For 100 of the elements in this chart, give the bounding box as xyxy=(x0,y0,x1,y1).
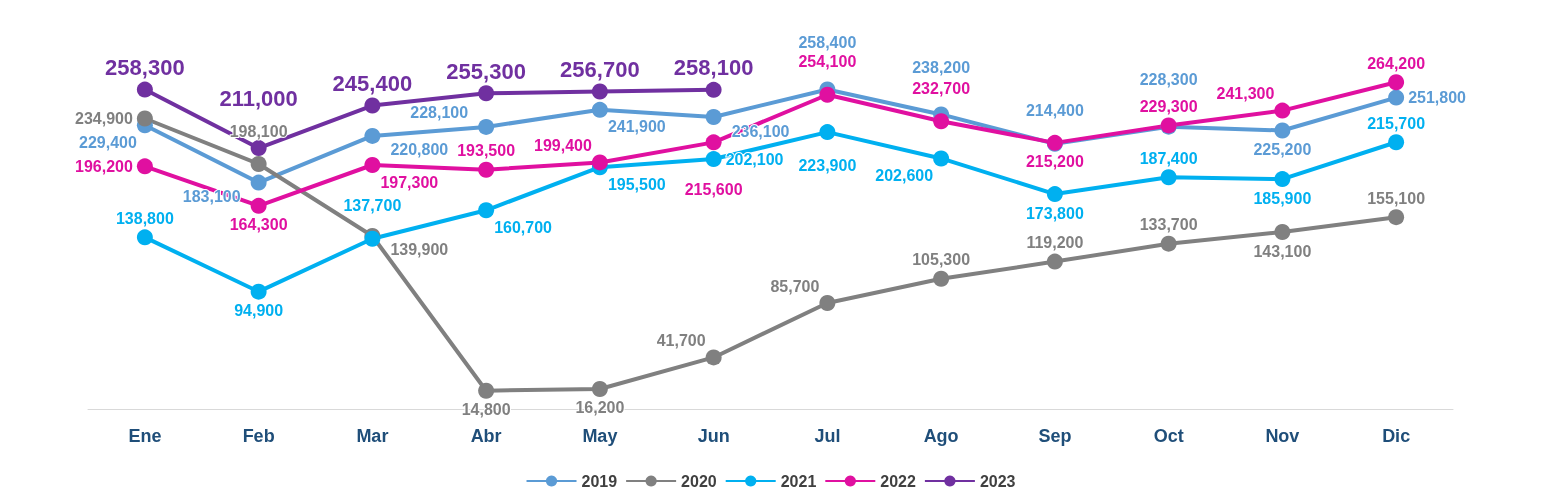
point xyxy=(819,86,836,103)
data-label: 215,600 xyxy=(684,180,743,198)
data-label: 215,700 xyxy=(1367,114,1426,132)
point xyxy=(1160,169,1177,186)
point xyxy=(250,156,267,173)
data-label: 196,200 xyxy=(75,157,133,175)
data-label: 138,800 xyxy=(115,209,174,227)
x-tick-label: Jun xyxy=(697,426,730,446)
data-label: 137,700 xyxy=(343,197,402,215)
data-label: 255,300 xyxy=(446,58,526,84)
data-label: 119,200 xyxy=(1026,234,1084,252)
point xyxy=(591,83,608,100)
point xyxy=(933,113,950,130)
data-label: 211,000 xyxy=(219,85,298,111)
point xyxy=(1388,74,1405,91)
data-label: 155,100 xyxy=(1367,189,1426,207)
legend-label: 2019 xyxy=(581,472,618,490)
point xyxy=(364,97,381,114)
data-label: 264,200 xyxy=(1367,54,1426,72)
point xyxy=(478,85,495,102)
point xyxy=(819,124,836,141)
point xyxy=(705,151,722,168)
data-label: 229,300 xyxy=(1139,97,1198,115)
point xyxy=(250,283,267,300)
point xyxy=(364,127,381,144)
data-label: 215,200 xyxy=(1025,153,1084,171)
data-label: 245,400 xyxy=(332,71,413,97)
point xyxy=(705,349,722,366)
legend-label: 2023 xyxy=(979,472,1016,490)
data-label: 16,200 xyxy=(575,399,625,417)
point xyxy=(705,81,722,98)
x-tick-label: Nov xyxy=(1265,426,1300,446)
data-label: 229,400 xyxy=(79,133,137,151)
data-label: 214,400 xyxy=(1025,102,1084,120)
point xyxy=(478,118,495,135)
point xyxy=(591,101,608,118)
x-tick-label: Dic xyxy=(1382,426,1411,446)
point xyxy=(136,81,153,98)
point xyxy=(1046,186,1063,203)
data-label: 254,100 xyxy=(798,53,857,71)
x-tick-label: Sep xyxy=(1038,426,1072,446)
point xyxy=(1160,235,1177,252)
data-label: 258,400 xyxy=(798,33,857,51)
point xyxy=(1388,89,1405,106)
point xyxy=(705,109,722,126)
point xyxy=(136,229,153,246)
data-label: 238,200 xyxy=(912,58,971,76)
x-tick-label: Oct xyxy=(1153,426,1184,446)
x-tick-label: Ene xyxy=(128,426,162,446)
data-label: 198,100 xyxy=(229,122,288,140)
data-label: 41,700 xyxy=(656,331,706,349)
data-label: 85,700 xyxy=(770,277,820,295)
point xyxy=(591,154,608,171)
point xyxy=(1274,122,1291,139)
data-label: 193,500 xyxy=(457,142,516,160)
data-label: 14,800 xyxy=(461,401,511,419)
point xyxy=(1274,102,1291,119)
x-tick-label: Abr xyxy=(470,426,502,446)
legend-label: 2022 xyxy=(880,472,916,490)
data-label: 258,300 xyxy=(105,55,185,81)
data-label: 199,400 xyxy=(534,136,592,154)
legend-label: 2020 xyxy=(681,472,717,490)
x-tick-label: Jul xyxy=(814,426,841,446)
data-label: 256,700 xyxy=(560,57,640,83)
data-label: 223,900 xyxy=(798,156,857,174)
data-label: 173,800 xyxy=(1025,204,1084,222)
point xyxy=(478,382,495,399)
data-label: 228,100 xyxy=(410,104,469,122)
data-label: 160,700 xyxy=(494,218,553,236)
point xyxy=(364,157,381,173)
data-label: 251,800 xyxy=(1408,89,1467,107)
data-label: 241,300 xyxy=(1216,85,1275,103)
point xyxy=(705,134,722,151)
point xyxy=(1274,224,1291,241)
data-label: 225,200 xyxy=(1253,141,1312,158)
point xyxy=(136,158,153,175)
point xyxy=(1046,253,1063,270)
x-tick-label: Feb xyxy=(242,426,275,446)
legend-label: 2021 xyxy=(780,472,817,490)
data-label: 133,700 xyxy=(1139,216,1198,234)
data-label: 228,300 xyxy=(1139,71,1198,89)
data-label: 139,900 xyxy=(390,241,449,259)
data-label: 232,700 xyxy=(912,79,971,97)
x-tick-label: May xyxy=(582,426,618,446)
point xyxy=(819,295,836,312)
data-label: 195,500 xyxy=(607,175,666,193)
point xyxy=(1388,134,1405,151)
point xyxy=(250,140,267,157)
data-label: 164,300 xyxy=(229,216,288,234)
point xyxy=(1388,209,1405,226)
data-label: 202,100 xyxy=(725,150,784,168)
point xyxy=(1274,171,1291,188)
point xyxy=(136,110,153,127)
data-label: 143,100 xyxy=(1253,242,1312,260)
point xyxy=(250,174,267,191)
data-label: 234,900 xyxy=(75,110,133,128)
data-label: 105,300 xyxy=(912,251,971,269)
data-label: 258,100 xyxy=(673,55,754,81)
data-label: 220,800 xyxy=(390,141,449,159)
x-tick-label: Ago xyxy=(923,426,959,446)
